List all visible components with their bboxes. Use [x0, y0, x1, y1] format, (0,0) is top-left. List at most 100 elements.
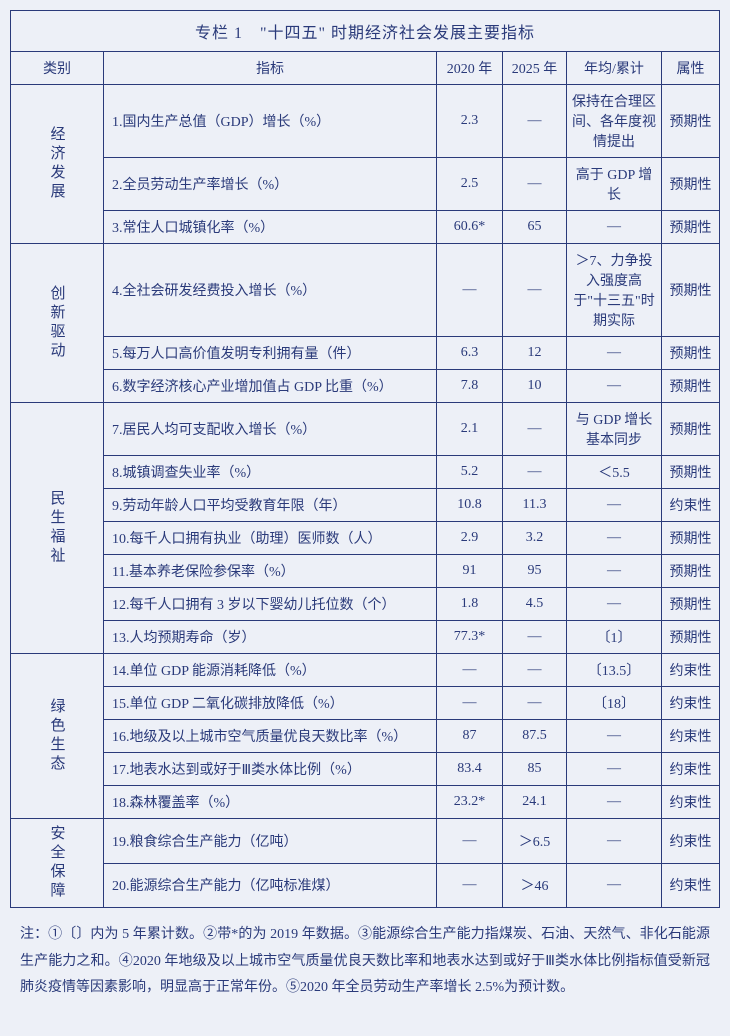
avg-cell: 与 GDP 增长基本同步	[567, 403, 662, 456]
table-row: 5.每万人口高价值发明专利拥有量（件）6.312—预期性	[11, 337, 720, 370]
y2025-cell: 11.3	[503, 489, 567, 522]
y2025-cell: —	[503, 687, 567, 720]
category-cell: 经济发展	[11, 85, 104, 244]
indicators-table: 专栏 1 "十四五" 时期经济社会发展主要指标 类别 指标 2020 年 202…	[10, 10, 720, 908]
table-row: 11.基本养老保险参保率（%）9195—预期性	[11, 555, 720, 588]
attr-cell: 约束性	[662, 687, 720, 720]
attr-cell: 预期性	[662, 244, 720, 337]
attr-cell: 约束性	[662, 489, 720, 522]
y2025-cell: —	[503, 456, 567, 489]
y2020-cell: 1.8	[437, 588, 503, 621]
y2025-cell: ＞46	[503, 863, 567, 908]
y2025-cell: —	[503, 654, 567, 687]
y2025-cell: 4.5	[503, 588, 567, 621]
y2020-cell: 2.1	[437, 403, 503, 456]
avg-cell: —	[567, 863, 662, 908]
indicator-cell: 14.单位 GDP 能源消耗降低（%）	[104, 654, 437, 687]
y2025-cell: 87.5	[503, 720, 567, 753]
header-attr: 属性	[662, 52, 720, 85]
table-row: 13.人均预期寿命（岁）77.3*—〔1〕预期性	[11, 621, 720, 654]
table-row: 3.常住人口城镇化率（%）60.6*65—预期性	[11, 211, 720, 244]
indicator-cell: 12.每千人口拥有 3 岁以下婴幼儿托位数（个）	[104, 588, 437, 621]
y2020-cell: 23.2*	[437, 786, 503, 819]
y2020-cell: 91	[437, 555, 503, 588]
indicator-cell: 8.城镇调查失业率（%）	[104, 456, 437, 489]
table-row: 9.劳动年龄人口平均受教育年限（年）10.811.3—约束性	[11, 489, 720, 522]
y2020-cell: —	[437, 687, 503, 720]
y2020-cell: 2.3	[437, 85, 503, 158]
y2025-cell: 65	[503, 211, 567, 244]
avg-cell: —	[567, 753, 662, 786]
y2020-cell: 10.8	[437, 489, 503, 522]
y2020-cell: 77.3*	[437, 621, 503, 654]
table-header-row: 类别 指标 2020 年 2025 年 年均/累计 属性	[11, 52, 720, 85]
table-row: 10.每千人口拥有执业（助理）医师数（人）2.93.2—预期性	[11, 522, 720, 555]
indicator-cell: 20.能源综合生产能力（亿吨标准煤）	[104, 863, 437, 908]
attr-cell: 预期性	[662, 555, 720, 588]
y2025-cell: —	[503, 403, 567, 456]
indicator-cell: 3.常住人口城镇化率（%）	[104, 211, 437, 244]
category-cell: 绿色生态	[11, 654, 104, 819]
table-row: 20.能源综合生产能力（亿吨标准煤）—＞46—约束性	[11, 863, 720, 908]
avg-cell: ＞7、力争投入强度高于"十三五"时期实际	[567, 244, 662, 337]
indicator-cell: 10.每千人口拥有执业（助理）医师数（人）	[104, 522, 437, 555]
table-row: 经济发展1.国内生产总值（GDP）增长（%）2.3—保持在合理区间、各年度视情提…	[11, 85, 720, 158]
y2025-cell: —	[503, 244, 567, 337]
indicator-cell: 11.基本养老保险参保率（%）	[104, 555, 437, 588]
header-indicator: 指标	[104, 52, 437, 85]
avg-cell: 〔13.5〕	[567, 654, 662, 687]
indicator-cell: 6.数字经济核心产业增加值占 GDP 比重（%）	[104, 370, 437, 403]
y2025-cell: 3.2	[503, 522, 567, 555]
avg-cell: —	[567, 370, 662, 403]
y2020-cell: —	[437, 244, 503, 337]
attr-cell: 约束性	[662, 819, 720, 864]
y2020-cell: 83.4	[437, 753, 503, 786]
table-row: 12.每千人口拥有 3 岁以下婴幼儿托位数（个）1.84.5—预期性	[11, 588, 720, 621]
avg-cell: 高于 GDP 增长	[567, 158, 662, 211]
avg-cell: —	[567, 555, 662, 588]
table-row: 民生福祉7.居民人均可支配收入增长（%）2.1—与 GDP 增长基本同步预期性	[11, 403, 720, 456]
y2025-cell: 12	[503, 337, 567, 370]
avg-cell: 〔1〕	[567, 621, 662, 654]
avg-cell: —	[567, 211, 662, 244]
table-row: 18.森林覆盖率（%）23.2*24.1—约束性	[11, 786, 720, 819]
header-category: 类别	[11, 52, 104, 85]
indicator-cell: 1.国内生产总值（GDP）增长（%）	[104, 85, 437, 158]
attr-cell: 预期性	[662, 621, 720, 654]
attr-cell: 预期性	[662, 370, 720, 403]
indicator-cell: 9.劳动年龄人口平均受教育年限（年）	[104, 489, 437, 522]
table-row: 6.数字经济核心产业增加值占 GDP 比重（%）7.810—预期性	[11, 370, 720, 403]
table-row: 17.地表水达到或好于Ⅲ类水体比例（%）83.485—约束性	[11, 753, 720, 786]
indicator-cell: 15.单位 GDP 二氧化碳排放降低（%）	[104, 687, 437, 720]
attr-cell: 预期性	[662, 403, 720, 456]
y2025-cell: 95	[503, 555, 567, 588]
y2020-cell: —	[437, 654, 503, 687]
indicator-cell: 16.地级及以上城市空气质量优良天数比率（%）	[104, 720, 437, 753]
header-2025: 2025 年	[503, 52, 567, 85]
attr-cell: 约束性	[662, 654, 720, 687]
attr-cell: 预期性	[662, 588, 720, 621]
y2020-cell: 60.6*	[437, 211, 503, 244]
attr-cell: 约束性	[662, 863, 720, 908]
avg-cell: —	[567, 337, 662, 370]
indicator-cell: 2.全员劳动生产率增长（%）	[104, 158, 437, 211]
indicator-cell: 19.粮食综合生产能力（亿吨）	[104, 819, 437, 864]
header-avg: 年均/累计	[567, 52, 662, 85]
attr-cell: 预期性	[662, 85, 720, 158]
indicator-cell: 5.每万人口高价值发明专利拥有量（件）	[104, 337, 437, 370]
table-row: 创新驱动4.全社会研发经费投入增长（%）——＞7、力争投入强度高于"十三五"时期…	[11, 244, 720, 337]
category-cell: 安全保障	[11, 819, 104, 908]
attr-cell: 约束性	[662, 786, 720, 819]
attr-cell: 预期性	[662, 337, 720, 370]
avg-cell: ＜5.5	[567, 456, 662, 489]
y2020-cell: 2.9	[437, 522, 503, 555]
indicator-cell: 17.地表水达到或好于Ⅲ类水体比例（%）	[104, 753, 437, 786]
attr-cell: 预期性	[662, 456, 720, 489]
table-title-row: 专栏 1 "十四五" 时期经济社会发展主要指标	[11, 11, 720, 52]
attr-cell: 约束性	[662, 720, 720, 753]
avg-cell: —	[567, 786, 662, 819]
avg-cell: 保持在合理区间、各年度视情提出	[567, 85, 662, 158]
y2020-cell: —	[437, 863, 503, 908]
table-row: 2.全员劳动生产率增长（%）2.5—高于 GDP 增长预期性	[11, 158, 720, 211]
attr-cell: 预期性	[662, 211, 720, 244]
